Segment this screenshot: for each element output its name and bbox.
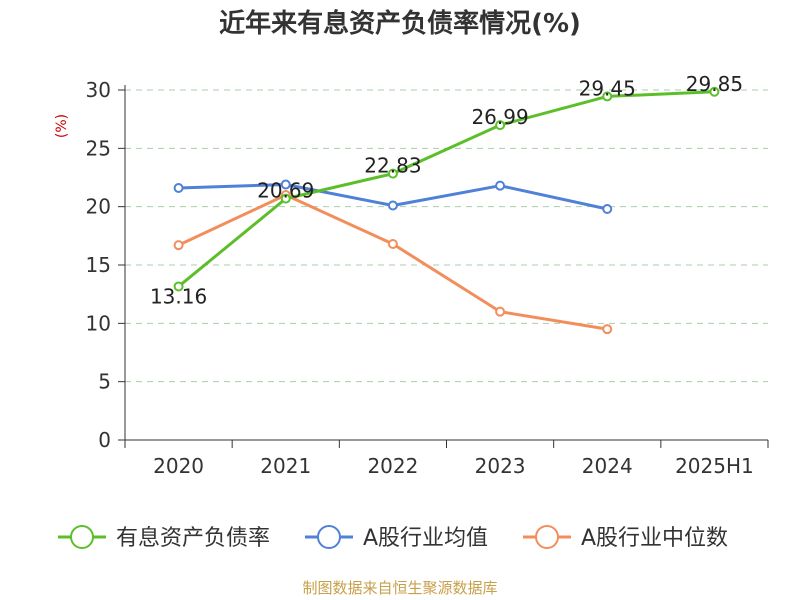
- x-tick-label: 2020: [153, 454, 204, 478]
- legend-marker: [535, 525, 559, 549]
- x-tick-label: 2022: [367, 454, 418, 478]
- y-tick-label: 10: [86, 311, 111, 335]
- legend-marker: [70, 525, 94, 549]
- x-tick-label: 2021: [260, 454, 311, 478]
- chart-title: 近年来有息资产负债率情况(%): [219, 8, 581, 39]
- data-point: [602, 91, 613, 102]
- y-axis-label: (%): [54, 114, 70, 138]
- x-tick-label: 2024: [582, 454, 633, 478]
- axes: [124, 85, 768, 441]
- data-point: [709, 86, 720, 97]
- data-point: [173, 183, 184, 193]
- legend-item-2: A股行业中位数: [523, 525, 728, 551]
- series-line: [177, 193, 608, 331]
- y-tick-label: 30: [86, 78, 111, 102]
- data-label: 13.16: [150, 284, 207, 308]
- y-tick-label: 15: [86, 253, 111, 277]
- y-tick-label: 0: [98, 428, 111, 452]
- data-point: [495, 306, 506, 317]
- legend-label: 有息资产负债率: [116, 526, 270, 551]
- legend: 有息资产负债率 A股行业均值 A股行业中位数: [58, 525, 728, 551]
- data-point: [173, 240, 184, 251]
- data-point: [387, 200, 398, 211]
- data-point: [387, 239, 398, 249]
- data-point: [280, 179, 291, 190]
- grid-lines: [125, 89, 768, 383]
- legend-label: A股行业均值: [363, 526, 488, 551]
- series-layer: [173, 86, 720, 335]
- data-point: [495, 120, 506, 131]
- data-label: 20.69: [257, 179, 314, 203]
- legend-item-1: A股行业均值: [305, 525, 488, 551]
- legend-label: A股行业中位数: [581, 526, 728, 551]
- x-tick-labels: 2020 2021 2022 2023 2024 2025H1: [124, 440, 769, 478]
- data-point: [495, 180, 506, 191]
- series-1: [173, 179, 613, 214]
- series-line: [177, 90, 715, 288]
- y-tick-label: 20: [86, 195, 111, 219]
- data-point: [173, 281, 184, 292]
- data-label: 26.99: [471, 105, 528, 129]
- y-tick-label: 25: [86, 136, 111, 160]
- series-2: [173, 190, 613, 335]
- x-tick-label: 2023: [475, 454, 526, 478]
- source-note: 制图数据来自恒生聚源数据库: [302, 579, 497, 597]
- legend-item-0: 有息资产负债率: [58, 525, 270, 551]
- y-tick-labels: 0 5 10 15 20 25 30: [86, 78, 125, 452]
- legend-marker: [317, 525, 341, 549]
- data-point: [280, 193, 291, 204]
- data-point: [602, 204, 613, 214]
- y-tick-label: 5: [98, 370, 111, 394]
- x-tick-label: 2025H1: [675, 454, 754, 478]
- data-label: 22.83: [364, 154, 421, 178]
- data-point: [387, 168, 398, 179]
- data-label: 29.85: [686, 72, 743, 96]
- data-label: 29.45: [579, 76, 636, 100]
- series-0: [173, 86, 720, 292]
- data-labels: 13.16 20.69 22.83 26.99 29.45 29.85: [150, 72, 743, 309]
- data-point: [602, 324, 613, 335]
